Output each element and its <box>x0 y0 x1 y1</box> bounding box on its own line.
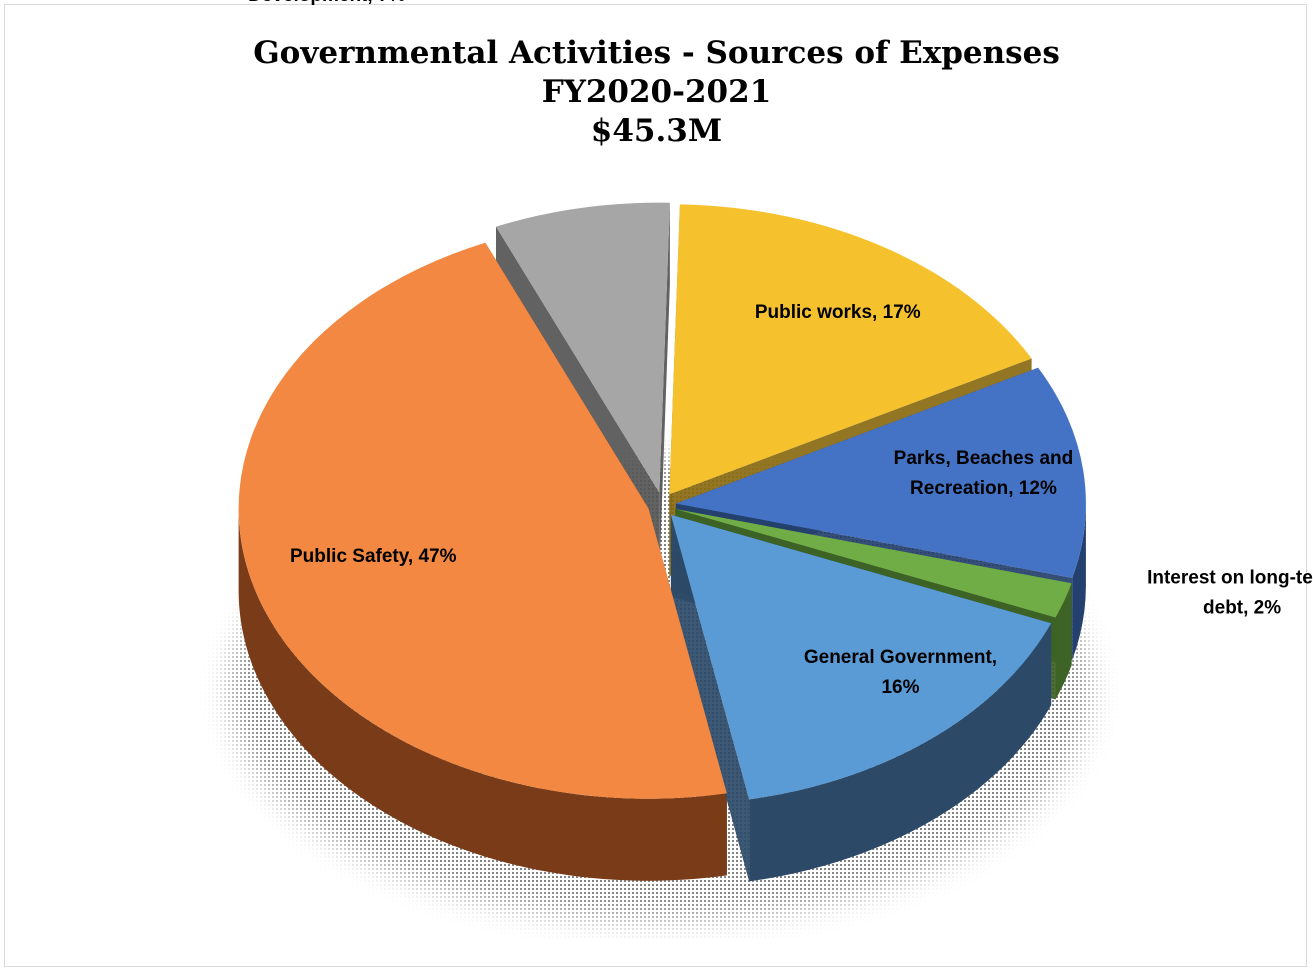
pie-slice-side-5 <box>749 623 1052 882</box>
pie-slice-edge-5-1 <box>670 514 750 882</box>
data-label-2: Public works, 17% <box>755 302 921 323</box>
data-label-line: Parks, Beaches and <box>894 448 1074 469</box>
pie-slice-community-development <box>496 202 670 493</box>
data-label-line: debt, 2% <box>1203 597 1281 618</box>
pie-slice-side-0 <box>238 508 727 881</box>
data-label-line: Development, 7% <box>248 0 405 6</box>
data-label-3: Parks, Beaches and Recreation, 12% <box>894 448 1074 499</box>
data-label-1: CommunityDevelopment, 7% <box>248 0 405 6</box>
data-label-line: Public Safety, 47% <box>290 546 457 567</box>
data-label-line: Recreation, 12% <box>910 478 1057 499</box>
pie-slice-side-3 <box>1072 503 1086 660</box>
data-label-5: General Government, 16% <box>804 647 997 698</box>
data-label-line: General Government, <box>804 647 997 668</box>
data-label-0: Public Safety, 47% <box>290 546 457 567</box>
data-label-line: Public works, 17% <box>755 302 921 323</box>
chart-title-block: Governmental Activities - Sources of Exp… <box>0 34 1313 151</box>
pie-slice-public-safety <box>238 242 727 799</box>
chart-subtitle-total: $45.3M <box>590 113 723 149</box>
pie-slice-interest-on-long-term-debt <box>675 508 1072 618</box>
pie-slices <box>238 202 1086 882</box>
pie-slice-parks-beaches-and-recreation <box>675 367 1086 578</box>
chart-title: Governmental Activities - Sources of Exp… <box>253 35 1060 71</box>
data-label-line: Interest on long-term <box>1147 567 1313 588</box>
pie-slice-public-works <box>669 204 1032 495</box>
data-label-line: 16% <box>881 677 919 698</box>
chart-subtitle-year: FY2020-2021 <box>541 74 772 110</box>
pie-slice-general-government <box>670 514 1052 800</box>
pie-slice-edge-1-1 <box>659 202 670 575</box>
pie-data-labels: Public Safety, 47% CommunityDevelopment, … <box>248 0 1313 698</box>
data-label-4: Interest on long-term debt, 2% <box>1147 567 1313 618</box>
